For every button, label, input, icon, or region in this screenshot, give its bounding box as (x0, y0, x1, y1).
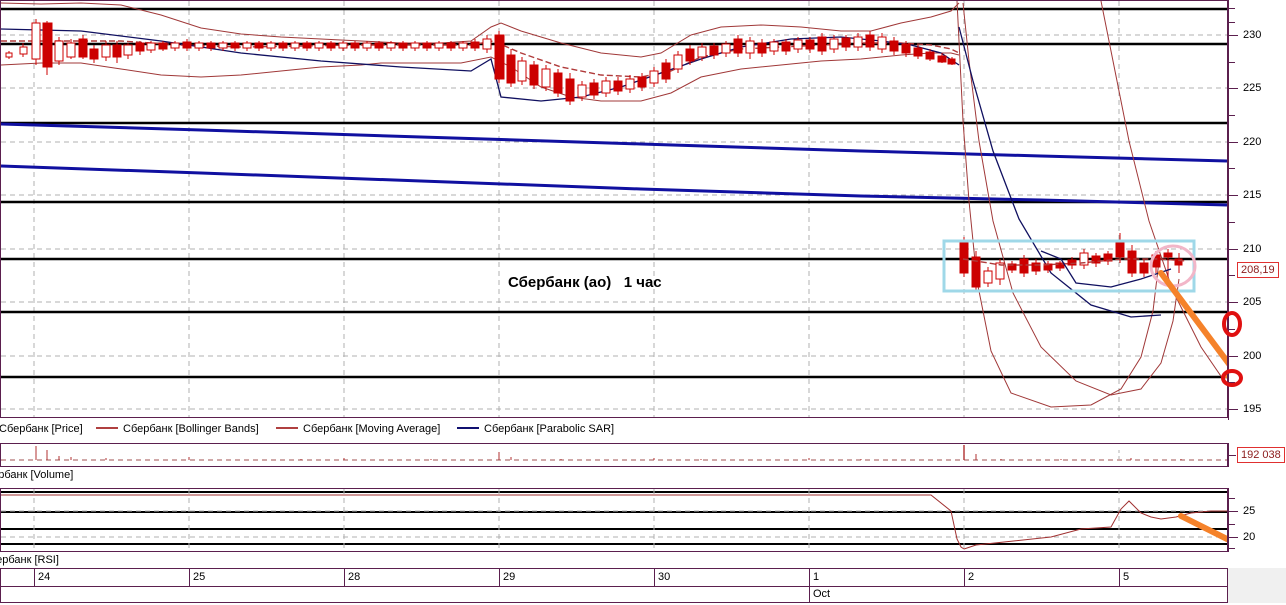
price-chart-svg (1, 1, 1227, 417)
axis-tick (1229, 455, 1236, 456)
axis-minor-tick (1229, 115, 1235, 116)
axis-minor-tick (1229, 62, 1235, 63)
price-axis-right[interactable]: 230 225 220 215 210 205 200 195 208,19 (1221, 0, 1286, 420)
axis-tick (1229, 537, 1238, 538)
price-axis-label: 220 (1243, 136, 1262, 148)
post-gap-bollinger-curves (956, 1, 1227, 408)
axis-tick (1229, 249, 1238, 250)
legend-label-parabolic-sar: Сбербанк [Parabolic SAR] (484, 423, 615, 436)
axis-tick (1229, 356, 1238, 357)
time-axis-tick[interactable]: 25 (189, 569, 344, 586)
volume-plot-area[interactable] (1, 444, 1227, 466)
axis-minor-tick (1229, 382, 1235, 383)
axis-minor-tick (1229, 498, 1235, 499)
price-plot-area[interactable] (1, 1, 1227, 417)
blue-trend-line-lower (1, 164, 1227, 207)
last-volume-badge: 192 038 (1237, 447, 1285, 463)
legend-label-price: Сбербанк [Price] (0, 423, 83, 436)
axis-tick (1229, 142, 1238, 143)
axis-tick (1229, 35, 1238, 36)
bollinger-upper-band (1, 2, 960, 58)
time-axis-tick[interactable]: 29 (499, 569, 654, 586)
price-level-lines (1, 7, 1227, 379)
legend-label-moving-average: Сбербанк [Moving Average] (303, 423, 441, 436)
price-grid-vertical (33, 1, 1120, 417)
time-axis[interactable]: 24 25 28 29 30 1 2 5 Oct (0, 568, 1228, 603)
rsi-grid (1, 489, 1227, 551)
axis-minor-tick (1229, 524, 1235, 525)
support-markers (1221, 311, 1243, 387)
volume-panel-caption: Сбербанк [Volume] (0, 469, 74, 481)
rsi-axis-label: 20 (1243, 531, 1256, 543)
parabolic-sar-descending (958, 26, 1162, 318)
axis-minor-tick (1229, 275, 1235, 276)
axis-minor-tick (1229, 22, 1235, 23)
axis-minor-tick (1229, 222, 1235, 223)
rsi-panel-caption: Сбербанк [RSI] (0, 554, 59, 566)
axis-tick (1229, 302, 1238, 303)
rsi-axis-label: 25 (1243, 505, 1256, 517)
horizontal-scroll-strip[interactable] (1228, 568, 1286, 603)
rsi-plot-area[interactable] (1, 489, 1227, 551)
rsi-orange-arrow-annotation (1178, 513, 1227, 543)
time-axis-day-row: 24 25 28 29 30 1 2 5 (1, 569, 1227, 587)
price-axis-label: 210 (1243, 243, 1262, 255)
candlestick-series (5, 19, 956, 105)
volume-bars (35, 445, 1182, 460)
time-axis-tick[interactable]: 28 (344, 569, 499, 586)
parabolic-sar-postgap (1040, 250, 1172, 288)
legend-swatch-moving-average (276, 427, 298, 430)
rsi-level-lines (1, 491, 1227, 545)
time-axis-tick[interactable]: 2 (964, 569, 1119, 586)
moving-average-postgap (962, 258, 1187, 266)
indicator-legend[interactable]: Сбербанк [Price] Сбербанк [Bollinger Ban… (0, 421, 1286, 437)
time-axis-tick[interactable]: 1 (809, 569, 964, 586)
volume-axis-right[interactable]: 192 038 (1228, 443, 1286, 467)
rsi-panel[interactable] (0, 488, 1228, 552)
axis-tick (1229, 195, 1238, 196)
rsi-line (1, 494, 1227, 550)
price-axis-label: 205 (1243, 296, 1262, 308)
price-axis-label: 225 (1243, 82, 1262, 94)
axis-tick (1229, 511, 1238, 512)
legend-label-bollinger: Сбербанк [Bollinger Bands] (123, 423, 259, 436)
time-axis-month-label: Oct (809, 586, 964, 603)
last-price-badge: 208,19 (1237, 262, 1279, 278)
axis-tick (1229, 88, 1238, 89)
axis-minor-tick (1229, 329, 1235, 330)
price-axis-label: 195 (1243, 403, 1262, 415)
axis-minor-tick (1229, 168, 1235, 169)
rsi-chart-svg (1, 489, 1227, 551)
axis-tick (1229, 409, 1238, 410)
time-axis-tick[interactable]: 5 (1119, 569, 1227, 586)
legend-entry-parabolic-sar[interactable]: Сбербанк [Parabolic SAR] (457, 421, 614, 437)
time-axis-tick[interactable] (1, 569, 34, 586)
volume-chart-svg (1, 445, 1227, 461)
rsi-axis-right[interactable]: 25 20 (1228, 488, 1286, 552)
legend-entry-price[interactable]: Сбербанк [Price] (0, 421, 83, 437)
time-axis-tick[interactable]: 24 (34, 569, 189, 586)
time-axis-tick[interactable]: 30 (654, 569, 809, 586)
legend-swatch-parabolic-sar (457, 427, 479, 430)
price-axis-label: 215 (1243, 189, 1262, 201)
legend-entry-bollinger[interactable]: Сбербанк [Bollinger Bands] (96, 421, 259, 437)
price-axis-label: 230 (1243, 29, 1262, 41)
page-title: Сбербанк (ао) 1 час (508, 274, 662, 291)
volume-panel[interactable] (0, 443, 1228, 467)
price-panel[interactable] (0, 0, 1228, 418)
legend-entry-moving-average[interactable]: Сбербанк [Moving Average] (276, 421, 440, 437)
price-axis-label: 200 (1243, 350, 1262, 362)
time-axis-month-row: Oct (1, 586, 1227, 603)
legend-swatch-bollinger (96, 427, 118, 430)
axis-minor-tick (1229, 548, 1235, 549)
axis-minor-tick (1229, 8, 1235, 9)
bollinger-lower-band (1, 52, 960, 102)
parabolic-sar-path (1, 28, 960, 102)
blue-trend-line-upper (1, 122, 1227, 163)
